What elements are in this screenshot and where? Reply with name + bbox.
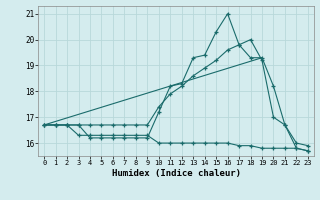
X-axis label: Humidex (Indice chaleur): Humidex (Indice chaleur) bbox=[111, 169, 241, 178]
